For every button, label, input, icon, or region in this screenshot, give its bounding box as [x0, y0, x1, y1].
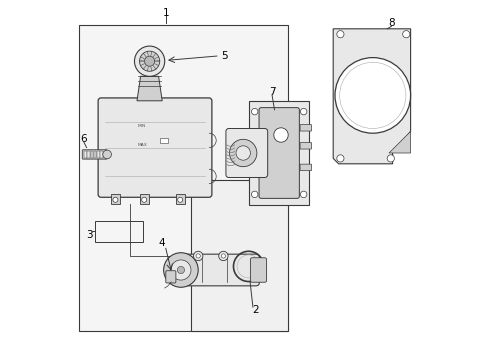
Circle shape [219, 251, 228, 261]
Circle shape [337, 155, 344, 162]
Bar [84, 151, 87, 158]
Bar [160, 138, 168, 143]
Circle shape [196, 254, 200, 258]
Text: MIN: MIN [138, 124, 146, 128]
Circle shape [164, 253, 198, 287]
Circle shape [251, 108, 258, 115]
Circle shape [300, 108, 307, 115]
Circle shape [337, 31, 344, 38]
Bar [94, 151, 97, 158]
Circle shape [387, 155, 394, 162]
Polygon shape [389, 131, 411, 153]
Circle shape [229, 139, 257, 167]
Circle shape [177, 266, 185, 274]
Circle shape [236, 146, 250, 160]
FancyBboxPatch shape [82, 150, 107, 159]
Circle shape [103, 150, 111, 159]
FancyBboxPatch shape [300, 125, 312, 131]
Circle shape [134, 46, 165, 76]
FancyBboxPatch shape [250, 258, 267, 282]
Circle shape [194, 251, 203, 261]
Circle shape [221, 254, 225, 258]
Bar [95, 221, 143, 242]
Circle shape [142, 197, 147, 202]
FancyBboxPatch shape [300, 143, 312, 149]
Text: 8: 8 [388, 18, 395, 28]
Bar [87, 151, 90, 158]
FancyBboxPatch shape [226, 129, 268, 177]
Circle shape [403, 31, 410, 38]
Circle shape [145, 56, 155, 66]
FancyBboxPatch shape [98, 98, 212, 197]
Circle shape [251, 191, 258, 198]
FancyBboxPatch shape [180, 254, 259, 286]
Text: 5: 5 [221, 51, 228, 61]
Text: MAX: MAX [137, 143, 147, 147]
Text: 7: 7 [269, 87, 275, 97]
Bar [191, 180, 288, 331]
Circle shape [335, 58, 411, 133]
Circle shape [300, 191, 307, 198]
Bar [175, 194, 185, 204]
Circle shape [274, 128, 288, 142]
Bar [140, 194, 149, 204]
Polygon shape [333, 29, 411, 164]
FancyBboxPatch shape [300, 164, 312, 171]
Circle shape [140, 51, 160, 71]
Circle shape [178, 197, 183, 202]
Bar [111, 194, 120, 204]
Text: 4: 4 [158, 238, 165, 248]
Bar [100, 151, 103, 158]
Polygon shape [137, 76, 162, 101]
Bar [79, 25, 288, 331]
Circle shape [113, 197, 118, 202]
Circle shape [171, 260, 191, 280]
FancyBboxPatch shape [249, 101, 310, 205]
Bar [91, 151, 93, 158]
Text: 6: 6 [80, 134, 87, 144]
FancyBboxPatch shape [166, 271, 176, 283]
Text: 1: 1 [163, 8, 169, 18]
Bar [97, 151, 99, 158]
Text: 3: 3 [86, 230, 93, 240]
FancyBboxPatch shape [259, 108, 299, 198]
Text: 2: 2 [252, 305, 258, 315]
